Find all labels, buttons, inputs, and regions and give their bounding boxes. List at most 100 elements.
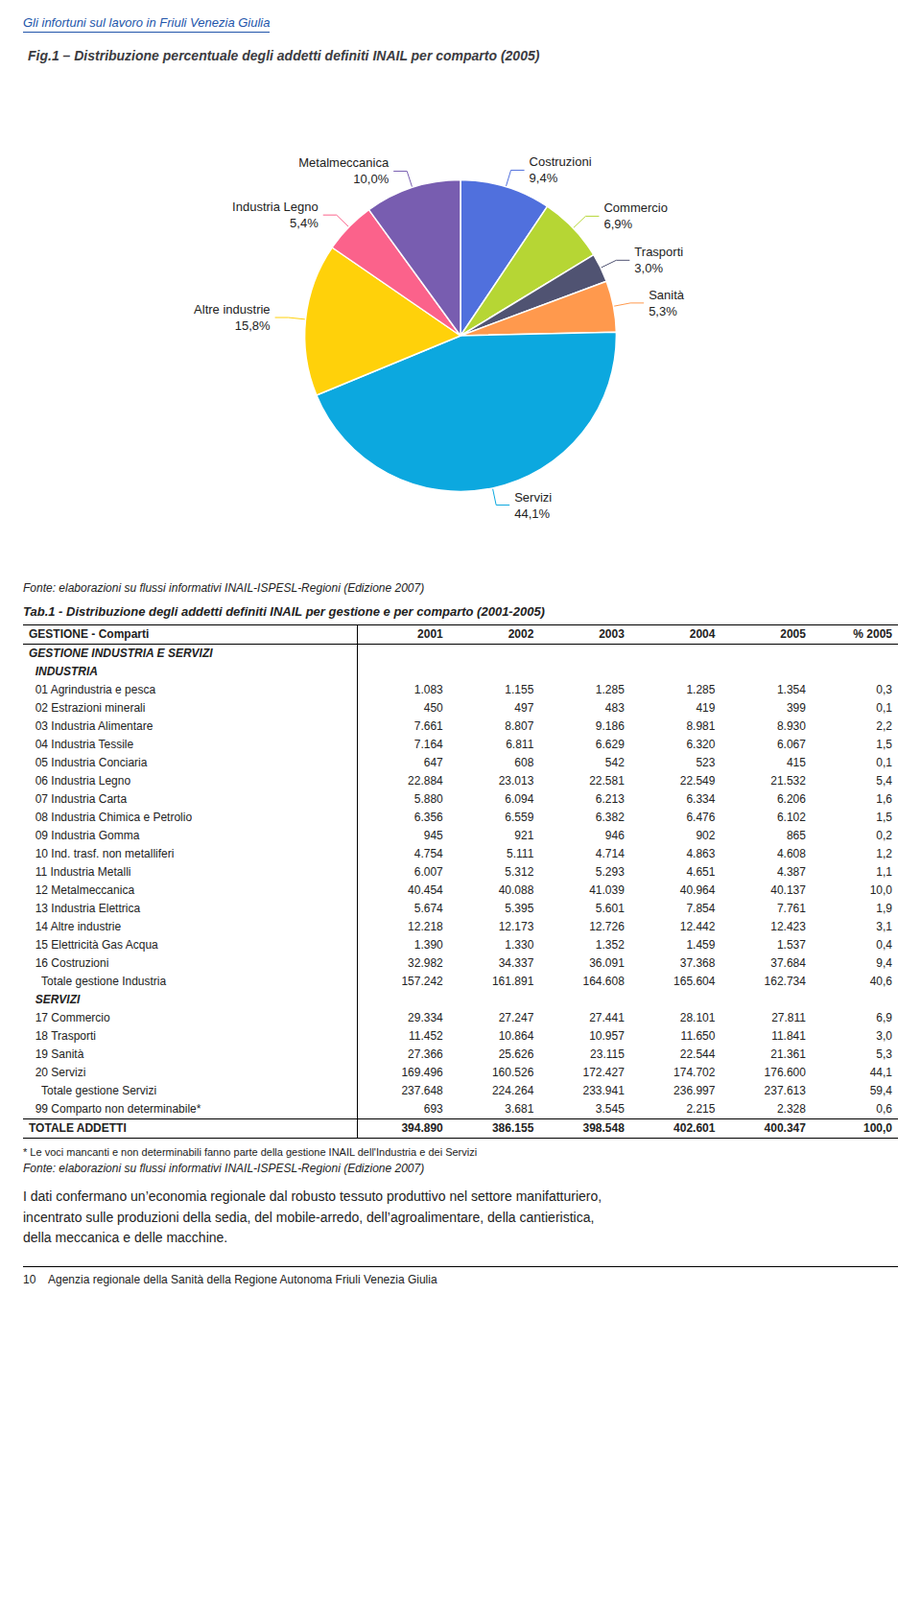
svg-text:Metalmeccanica: Metalmeccanica [298,155,390,170]
html-text:Totale gestione Industria: Totale gestione Industria [28,974,167,989]
html-text:05 Industria Conciaria: 05 Industria Conciaria [28,755,148,770]
svg-text:Altre industrie: Altre industrie [193,302,270,317]
html-text:5.395: 5.395 [504,901,534,916]
html-text:157.242: 157.242 [401,974,444,989]
html-text:5,3: 5,3 [876,1047,893,1062]
svg-text:9,4%: 9,4% [529,170,559,186]
html-text:945: 945 [423,828,444,843]
svg-text:Servizi: Servizi [514,490,552,505]
html-text:161.891: 161.891 [492,974,534,989]
html-text:1,5: 1,5 [876,810,893,825]
html-text:6.320: 6.320 [686,737,716,752]
html-text:0,2: 0,2 [876,828,893,843]
html-text:Gli infortuni sul lavoro in Fr: Gli infortuni sul lavoro in Friuli Venez… [23,15,271,30]
svg-text:Industria Legno: Industria Legno [232,199,319,214]
html-text:608: 608 [514,755,534,770]
html-text:6.811: 6.811 [505,737,534,752]
html-text:40.088: 40.088 [498,883,534,898]
html-text:09 Industria Gomma: 09 Industria Gomma [28,828,140,843]
svg-text:10,0%: 10,0% [353,171,389,187]
svg-text:44,1%: 44,1% [514,506,550,521]
html-text:22.544: 22.544 [679,1047,716,1062]
svg-text:Trasporti: Trasporti [634,244,684,260]
html-text:523: 523 [695,755,716,770]
html-text:GESTIONE INDUSTRIA E SERVIZI: GESTIONE INDUSTRIA E SERVIZI [28,646,213,661]
html-text:921: 921 [514,828,534,843]
svg-text:5,4%: 5,4% [289,215,319,231]
html-text:1.155: 1.155 [504,683,534,697]
html-text:08 Industria Chimica e Petroli: 08 Industria Chimica e Petrolio [28,810,192,825]
html-text:27.366: 27.366 [407,1047,444,1062]
html-text:INDUSTRIA: INDUSTRIA [28,664,98,679]
svg-text:15,8%: 15,8% [235,318,271,333]
svg-text:5,3%: 5,3% [648,304,678,319]
html-text:2001: 2001 [417,627,444,641]
html-text:5.601: 5.601 [595,901,625,916]
html-text:23.115: 23.115 [590,1047,625,1062]
html-text:Tab.1 - Distribuzione degli ad: Tab.1 - Distribuzione degli addetti defi… [23,604,545,619]
html-text:04 Industria Tessile: 04 Industria Tessile [28,737,134,752]
html-text:41.039: 41.039 [589,883,625,898]
html-text:25.626: 25.626 [498,1047,534,1062]
html-text:902: 902 [695,828,716,843]
html-text:7.164: 7.164 [414,737,444,752]
html-text:7.854: 7.854 [686,901,716,916]
html-text:6.382: 6.382 [595,810,625,825]
svg-text:3,0%: 3,0% [634,260,663,276]
html-text:176.600: 176.600 [764,1065,806,1080]
html-text:647: 647 [423,755,444,770]
html-text:40.137: 40.137 [770,883,806,898]
html-text:7.761: 7.761 [776,901,806,916]
html-text:SERVIZI: SERVIZI [28,992,80,1007]
svg-text:Costruzioni: Costruzioni [529,154,592,169]
html-text:162.734: 162.734 [764,974,806,989]
html-text:542: 542 [605,755,625,770]
html-text:174.702: 174.702 [673,1065,716,1080]
html-text:2004: 2004 [689,627,716,641]
html-text:164.608: 164.608 [582,974,625,989]
html-text:Fonte: elaborazioni su flussi: Fonte: elaborazioni su flussi informativ… [23,1161,425,1176]
html-text:0,1: 0,1 [876,755,893,770]
html-text:6.476: 6.476 [686,810,716,825]
svg-text:6,9%: 6,9% [603,216,633,232]
html-text:40.964: 40.964 [679,883,716,898]
html-text:21.361: 21.361 [770,1047,806,1062]
html-text:2005: 2005 [780,627,806,641]
html-text:1,9: 1,9 [876,901,893,916]
html-text:160.526: 160.526 [492,1065,534,1080]
html-text:40.454: 40.454 [407,883,444,898]
html-text:6.067: 6.067 [776,737,806,752]
html-text:% 2005: % 2005 [853,627,893,641]
html-text:1.285: 1.285 [686,683,716,697]
html-text:169.496: 169.496 [401,1065,444,1080]
html-text:20 Servizi: 20 Servizi [28,1065,86,1080]
html-text:5.674: 5.674 [414,901,444,916]
html-text:946: 946 [605,828,625,843]
html-text:6.559: 6.559 [504,810,534,825]
svg-text:Sanità: Sanità [648,287,685,303]
html-text:6.102: 6.102 [776,810,806,825]
html-text:172.427: 172.427 [582,1065,625,1080]
html-text:12 Metalmeccanica: 12 Metalmeccanica [28,883,135,898]
html-text:1.285: 1.285 [595,683,625,697]
html-text:2002: 2002 [508,627,534,641]
html-text:2003: 2003 [598,627,625,641]
html-text:6.629: 6.629 [595,737,625,752]
html-text:6.356: 6.356 [414,810,444,825]
html-text:01 Agrindustria e pesca: 01 Agrindustria e pesca [28,683,156,697]
html-text:I dati confermano un’economia: I dati confermano un’economia regionale … [23,1188,602,1246]
html-text:1.083: 1.083 [414,683,444,697]
html-text:19 Sanità: 19 Sanità [28,1047,84,1062]
svg-text:Fig.1 – Distribuzione percentu: Fig.1 – Distribuzione percentuale degli … [27,47,541,64]
html-text:Fonte: elaborazioni su flussi: Fonte: elaborazioni su flussi informativ… [23,581,425,595]
svg-text:Commercio: Commercio [603,200,667,215]
html-text:40,6: 40,6 [869,974,893,989]
html-text:44,1: 44,1 [869,1065,893,1080]
html-text:GESTIONE - Comparti: GESTIONE - Comparti [28,627,149,641]
html-text:13 Industria Elettrica: 13 Industria Elettrica [28,901,141,916]
html-text:10,0: 10,0 [869,883,893,898]
html-text:1,5: 1,5 [876,737,893,752]
html-text:415: 415 [786,755,806,770]
html-text:165.604: 165.604 [673,974,716,989]
html-text:865: 865 [786,828,806,843]
